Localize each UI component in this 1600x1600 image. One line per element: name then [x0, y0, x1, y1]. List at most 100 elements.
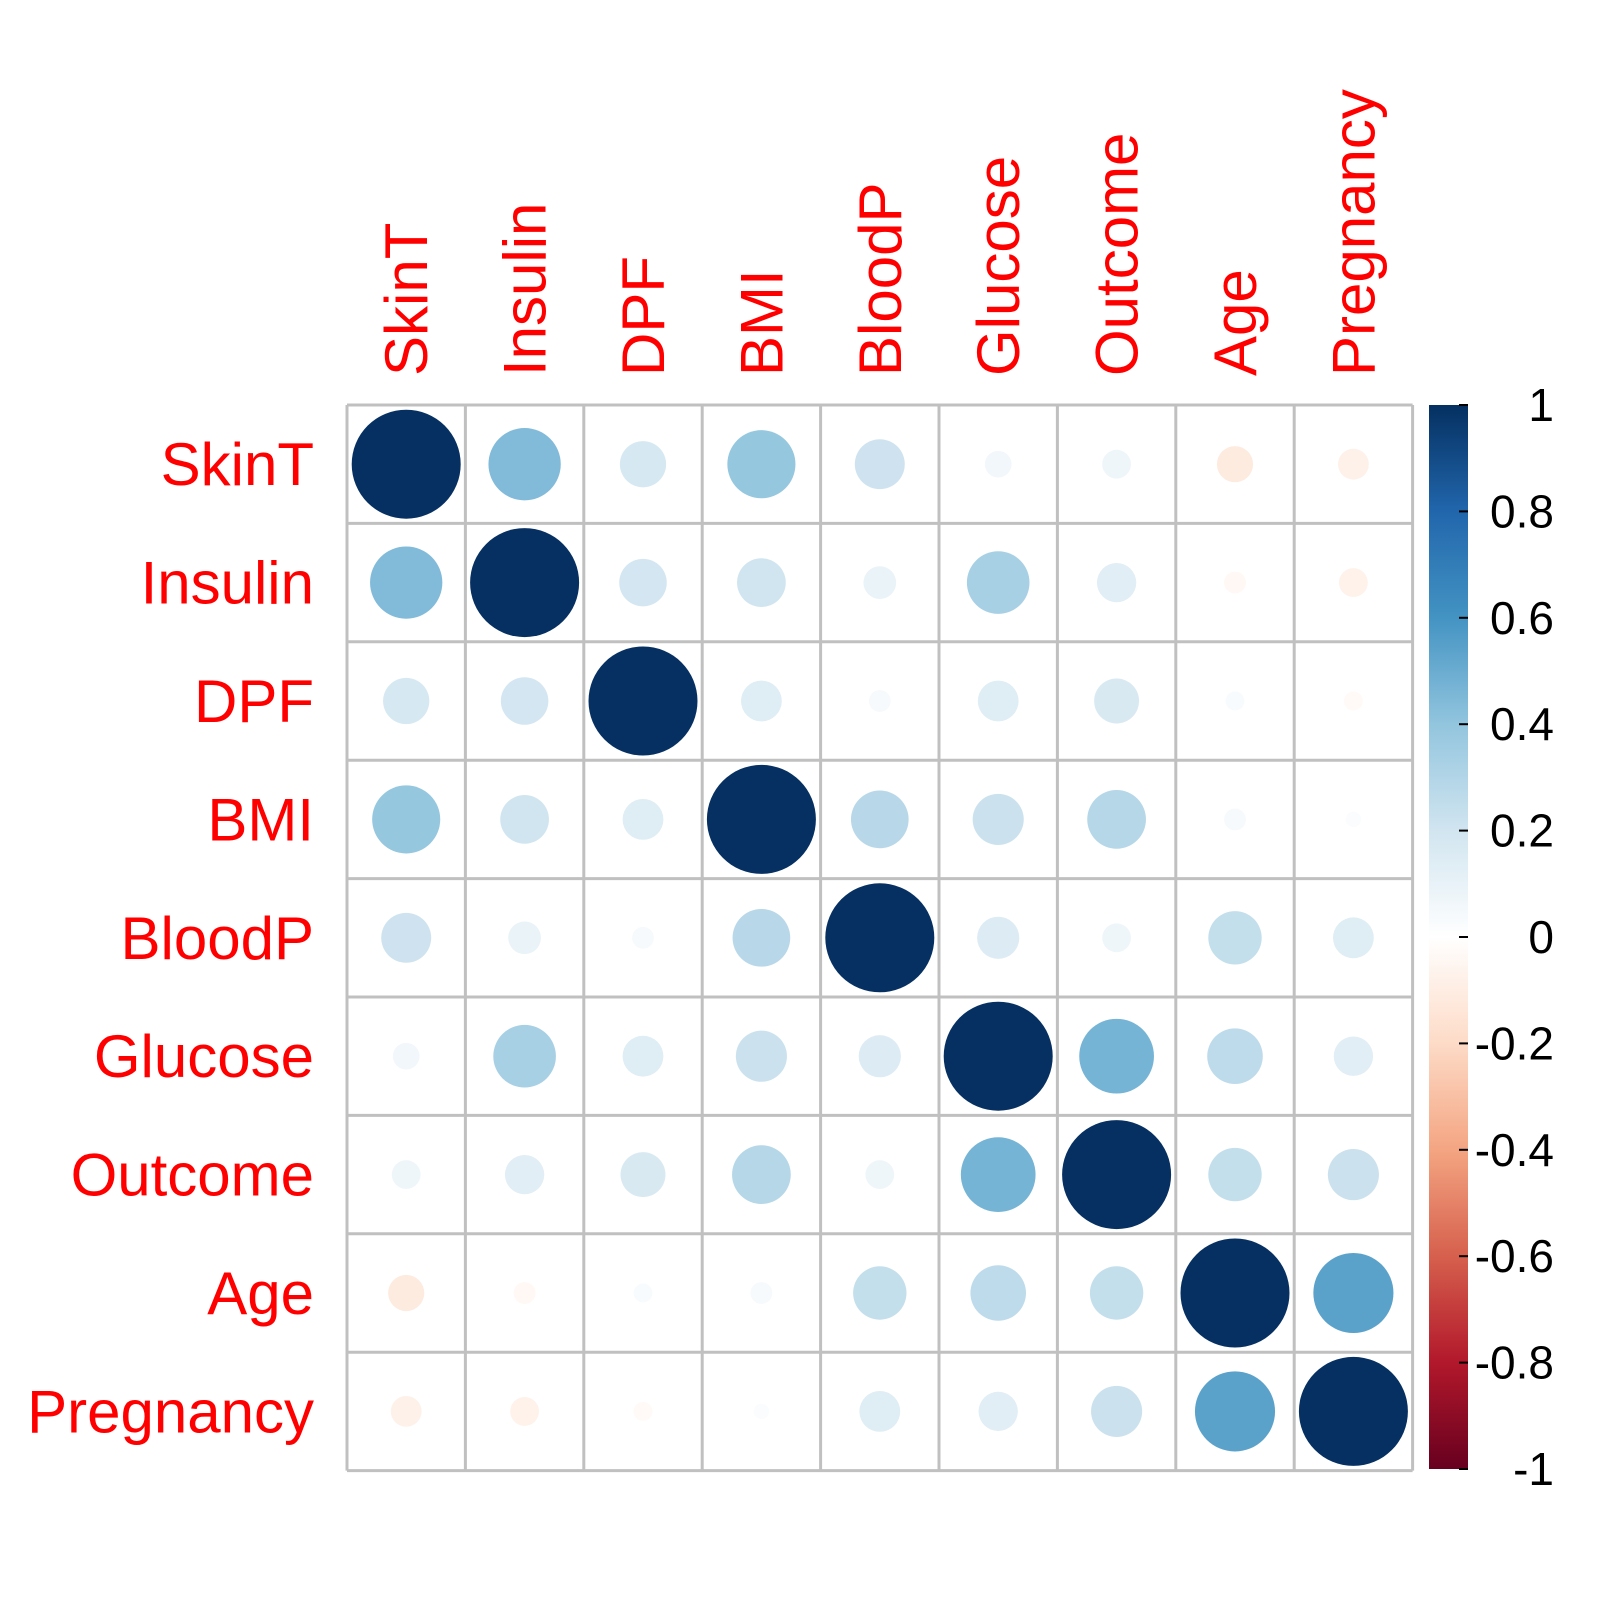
correlation-circle-pregnancy-outcome — [1091, 1385, 1143, 1437]
column-label-insulin: Insulin — [492, 203, 559, 376]
correlation-circle-bmi-glucose — [972, 793, 1024, 845]
correlation-circle-skint-glucose — [984, 450, 1012, 478]
column-label-outcome: Outcome — [1084, 133, 1151, 376]
row-label-outcome: Outcome — [71, 1142, 314, 1209]
correlation-circle-glucose-bloodp — [858, 1035, 901, 1078]
row-label-bloodp: BloodP — [121, 905, 314, 972]
correlation-circle-age-bloodp — [853, 1266, 907, 1320]
correlation-circle-age-outcome — [1089, 1266, 1144, 1320]
correlation-circle-bmi-age — [1224, 808, 1246, 831]
correlation-circle-dpf-pregnancy — [1343, 691, 1363, 711]
correlation-circle-bloodp-skint — [381, 912, 432, 963]
correlation-circle-age-insulin — [513, 1282, 536, 1304]
correlation-circle-glucose-age — [1207, 1028, 1263, 1084]
column-label-skint: SkinT — [373, 223, 440, 376]
row-label-insulin: Insulin — [141, 550, 314, 617]
correlation-circle-insulin-insulin — [470, 528, 580, 638]
colorbar-tick-label: -0.8 — [1475, 1337, 1554, 1389]
correlation-circle-glucose-bmi — [735, 1030, 787, 1082]
column-label-dpf: DPF — [610, 256, 677, 376]
column-labels: SkinT Insulin DPF BMI BloodP Glucose Outcome Ag… — [373, 89, 1387, 376]
correlation-circle-pregnancy-age — [1194, 1371, 1276, 1452]
correlation-circle-insulin-dpf — [619, 558, 667, 607]
correlation-circle-glucose-dpf — [622, 1035, 664, 1077]
correlation-circle-glucose-glucose — [943, 1001, 1053, 1111]
colorbar-tick-label: -0.2 — [1475, 1017, 1554, 1069]
correlation-circle-glucose-skint — [392, 1042, 420, 1070]
correlation-circle-bloodp-outcome — [1102, 923, 1132, 953]
correlation-circle-bmi-pregnancy — [1345, 811, 1362, 828]
correlation-circle-pregnancy-dpf — [633, 1401, 653, 1421]
correlation-circle-age-skint — [388, 1274, 425, 1312]
column-label-bmi: BMI — [728, 269, 795, 376]
grid — [345, 403, 1415, 1473]
correlation-circle-outcome-pregnancy — [1327, 1149, 1379, 1201]
correlation-circle-bmi-insulin — [500, 795, 549, 844]
correlation-circle-skint-dpf — [619, 441, 667, 488]
correlation-circle-pregnancy-insulin — [510, 1396, 540, 1426]
column-label-age: Age — [1202, 269, 1269, 376]
correlation-circle-outcome-insulin — [504, 1154, 545, 1195]
colorbar-tick-label: -1 — [1513, 1443, 1554, 1495]
correlation-circle-insulin-bmi — [737, 558, 786, 607]
correlation-circle-outcome-dpf — [620, 1152, 666, 1198]
correlation-circle-age-glucose — [970, 1265, 1026, 1321]
correlation-circle-bmi-bloodp — [850, 790, 909, 849]
row-labels: SkinT Insulin DPF BMI BloodP Glucose Outcome Ag… — [27, 431, 314, 1445]
correlation-circle-outcome-outcome — [1062, 1120, 1172, 1230]
correlation-circle-pregnancy-glucose — [978, 1391, 1018, 1432]
correlation-circle-pregnancy-skint — [390, 1395, 422, 1427]
correlation-circle-glucose-insulin — [493, 1024, 556, 1088]
correlation-circle-dpf-glucose — [977, 680, 1019, 722]
correlation-circle-skint-pregnancy — [1337, 448, 1369, 480]
correlation-circle-outcome-bloodp — [865, 1160, 895, 1190]
colorbar-tick-label: 0.4 — [1490, 698, 1554, 750]
correlation-circle-skint-age — [1216, 446, 1254, 483]
correlation-circle-dpf-bmi — [741, 680, 782, 722]
correlation-circle-skint-bloodp — [854, 439, 905, 490]
column-label-glucose: Glucose — [965, 156, 1032, 376]
correlation-circle-bloodp-insulin — [508, 921, 541, 955]
correlation-circle-dpf-outcome — [1094, 678, 1140, 724]
correlation-circle-pregnancy-pregnancy — [1298, 1356, 1408, 1466]
column-label-bloodp: BloodP — [847, 183, 914, 376]
correlation-circle-insulin-outcome — [1096, 562, 1137, 603]
correlation-circle-skint-outcome — [1102, 449, 1132, 479]
correlation-circle-insulin-skint — [370, 546, 443, 619]
correlation-circle-skint-insulin — [488, 428, 561, 501]
colorbar-tick-label: -0.4 — [1475, 1124, 1554, 1176]
correlation-circle-glucose-pregnancy — [1333, 1036, 1374, 1076]
correlation-circle-bmi-bmi — [706, 764, 816, 874]
correlation-circle-age-dpf — [633, 1283, 653, 1303]
correlation-circle-skint-skint — [351, 409, 461, 519]
correlation-circle-outcome-skint — [391, 1160, 421, 1190]
colorbar-tick-label: 0.8 — [1490, 485, 1554, 537]
correlation-circle-bloodp-bmi — [732, 908, 791, 967]
correlation-circle-outcome-glucose — [960, 1137, 1036, 1212]
row-label-glucose: Glucose — [94, 1023, 314, 1090]
correlation-circle-bloodp-pregnancy — [1333, 917, 1374, 959]
correlation-circle-insulin-pregnancy — [1338, 568, 1368, 598]
row-label-skint: SkinT — [161, 431, 314, 498]
correlation-circle-bloodp-bloodp — [825, 883, 935, 993]
colorbar-tick-label: -0.6 — [1475, 1230, 1554, 1282]
row-label-age: Age — [207, 1260, 314, 1327]
correlation-circle-age-pregnancy — [1313, 1252, 1394, 1334]
colorbar: 1 0.8 0.6 0.4 0.2 0 -0.2 -0.4 -0.6 -0.8 -1 — [1429, 379, 1554, 1495]
correlation-circle-insulin-glucose — [966, 551, 1030, 614]
correlation-circle-dpf-bloodp — [868, 690, 891, 712]
row-label-pregnancy: Pregnancy — [27, 1378, 314, 1445]
correlation-circle-skint-bmi — [727, 430, 796, 499]
correlation-circle-bloodp-age — [1208, 911, 1262, 965]
correlation-circle-insulin-bloodp — [863, 566, 897, 599]
correlation-circle-dpf-age — [1225, 691, 1245, 711]
correlation-circle-bmi-skint — [372, 785, 441, 854]
colorbar-tick-label: 0 — [1528, 911, 1554, 963]
column-label-pregnancy: Pregnancy — [1320, 89, 1387, 376]
correlation-circle-outcome-age — [1208, 1147, 1262, 1202]
correlation-circle-outcome-bmi — [732, 1145, 791, 1204]
correlation-circle-pregnancy-bloodp — [859, 1391, 901, 1432]
correlation-circle-bloodp-dpf — [632, 926, 654, 949]
correlation-circle-dpf-skint — [383, 677, 430, 725]
